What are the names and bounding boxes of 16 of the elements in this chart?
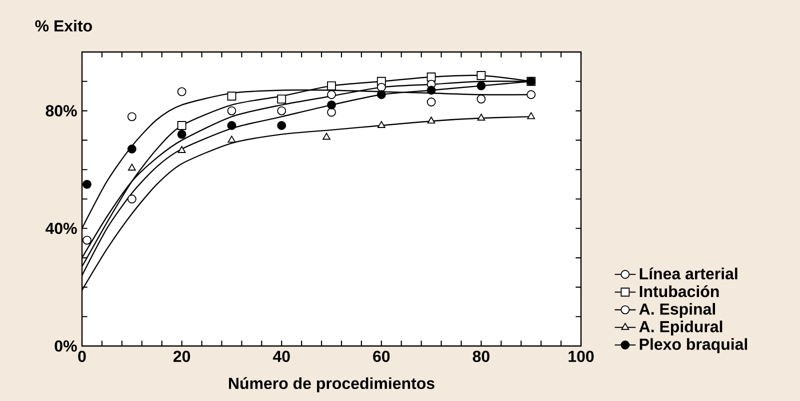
legend-label: Plexo braquial bbox=[640, 338, 748, 354]
legend-label: Intubación bbox=[640, 285, 719, 298]
legend-label: Línea arterial bbox=[640, 268, 738, 280]
y-tick-label: 80% bbox=[46, 105, 77, 116]
y-tick-label: 40% bbox=[46, 222, 77, 234]
x-tick-label: 80 bbox=[472, 350, 490, 362]
legend-label: A. Espinal bbox=[639, 302, 716, 318]
y-tick-label: 0% bbox=[54, 340, 77, 352]
x-tick-label: 40 bbox=[272, 350, 290, 362]
x-axis-title: Número de procedimientos bbox=[228, 377, 434, 392]
x-tick-label: 0 bbox=[78, 350, 86, 362]
x-tick-label: 60 bbox=[373, 350, 390, 362]
legend-label: A. Epidural bbox=[639, 320, 722, 336]
y-axis-title: % Exito bbox=[35, 20, 92, 32]
x-tick-label: 100 bbox=[568, 350, 594, 362]
x-tick-label: 20 bbox=[173, 350, 190, 362]
